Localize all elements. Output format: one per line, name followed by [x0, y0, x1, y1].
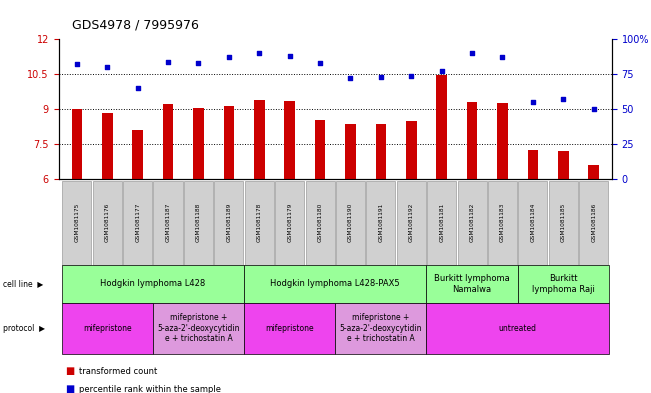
Point: [284, 53, 295, 59]
Bar: [497, 103, 508, 179]
Text: GSM1081176: GSM1081176: [105, 202, 110, 242]
Bar: [527, 150, 538, 179]
Point: [254, 50, 264, 56]
Point: [406, 72, 417, 79]
Bar: [406, 121, 417, 179]
Point: [132, 85, 143, 91]
Bar: [72, 109, 82, 179]
Point: [497, 54, 508, 61]
Bar: [193, 108, 204, 179]
Text: GSM1081190: GSM1081190: [348, 202, 353, 242]
Text: mifepristone: mifepristone: [83, 324, 132, 332]
Text: mifepristone +
5-aza-2'-deoxycytidin
e + trichostatin A: mifepristone + 5-aza-2'-deoxycytidin e +…: [157, 313, 240, 343]
Bar: [436, 75, 447, 179]
Point: [345, 75, 355, 81]
Text: GSM1081191: GSM1081191: [378, 202, 383, 242]
Bar: [284, 101, 295, 179]
Bar: [345, 124, 356, 179]
Text: untreated: untreated: [499, 324, 536, 332]
Text: ■: ■: [65, 366, 74, 376]
Text: GDS4978 / 7995976: GDS4978 / 7995976: [72, 18, 199, 31]
Text: GSM1081180: GSM1081180: [318, 202, 322, 242]
Text: mifepristone: mifepristone: [266, 324, 314, 332]
Text: GSM1081183: GSM1081183: [500, 202, 505, 242]
Bar: [254, 100, 264, 179]
Point: [589, 106, 599, 112]
Text: GSM1081181: GSM1081181: [439, 202, 444, 242]
Text: Hodgkin lymphoma L428-PAX5: Hodgkin lymphoma L428-PAX5: [270, 279, 400, 288]
Point: [558, 96, 568, 103]
Text: Burkitt
lymphoma Raji: Burkitt lymphoma Raji: [532, 274, 595, 294]
Text: GSM1081182: GSM1081182: [469, 202, 475, 242]
Text: transformed count: transformed count: [79, 367, 158, 376]
Point: [436, 68, 447, 75]
Text: GSM1081192: GSM1081192: [409, 202, 414, 242]
Bar: [558, 151, 568, 179]
Bar: [314, 119, 326, 179]
Point: [163, 59, 173, 65]
Text: cell line  ▶: cell line ▶: [3, 279, 44, 288]
Text: GSM1081178: GSM1081178: [256, 202, 262, 242]
Bar: [589, 165, 599, 179]
Text: GSM1081186: GSM1081186: [591, 202, 596, 242]
Point: [528, 99, 538, 105]
Text: protocol  ▶: protocol ▶: [3, 324, 46, 332]
Bar: [132, 130, 143, 179]
Point: [315, 60, 326, 66]
Point: [224, 54, 234, 61]
Text: GSM1081187: GSM1081187: [165, 202, 171, 242]
Text: percentile rank within the sample: percentile rank within the sample: [79, 385, 221, 393]
Text: mifepristone +
5-aza-2'-deoxycytidin
e + trichostatin A: mifepristone + 5-aza-2'-deoxycytidin e +…: [340, 313, 422, 343]
Point: [102, 64, 113, 70]
Text: ■: ■: [65, 384, 74, 393]
Text: GSM1081188: GSM1081188: [196, 202, 201, 242]
Bar: [467, 102, 477, 179]
Bar: [102, 112, 113, 179]
Text: GSM1081179: GSM1081179: [287, 202, 292, 242]
Point: [72, 61, 82, 68]
Bar: [376, 124, 386, 179]
Bar: [163, 105, 173, 179]
Text: GSM1081189: GSM1081189: [227, 202, 231, 242]
Text: Burkitt lymphoma
Namalwa: Burkitt lymphoma Namalwa: [434, 274, 510, 294]
Text: GSM1081177: GSM1081177: [135, 202, 140, 242]
Point: [193, 60, 204, 66]
Point: [376, 74, 386, 80]
Text: GSM1081185: GSM1081185: [561, 202, 566, 242]
Point: [467, 50, 477, 56]
Text: Hodgkin lymphoma L428: Hodgkin lymphoma L428: [100, 279, 206, 288]
Text: GSM1081175: GSM1081175: [74, 202, 79, 242]
Bar: [223, 106, 234, 179]
Text: GSM1081184: GSM1081184: [531, 202, 535, 242]
